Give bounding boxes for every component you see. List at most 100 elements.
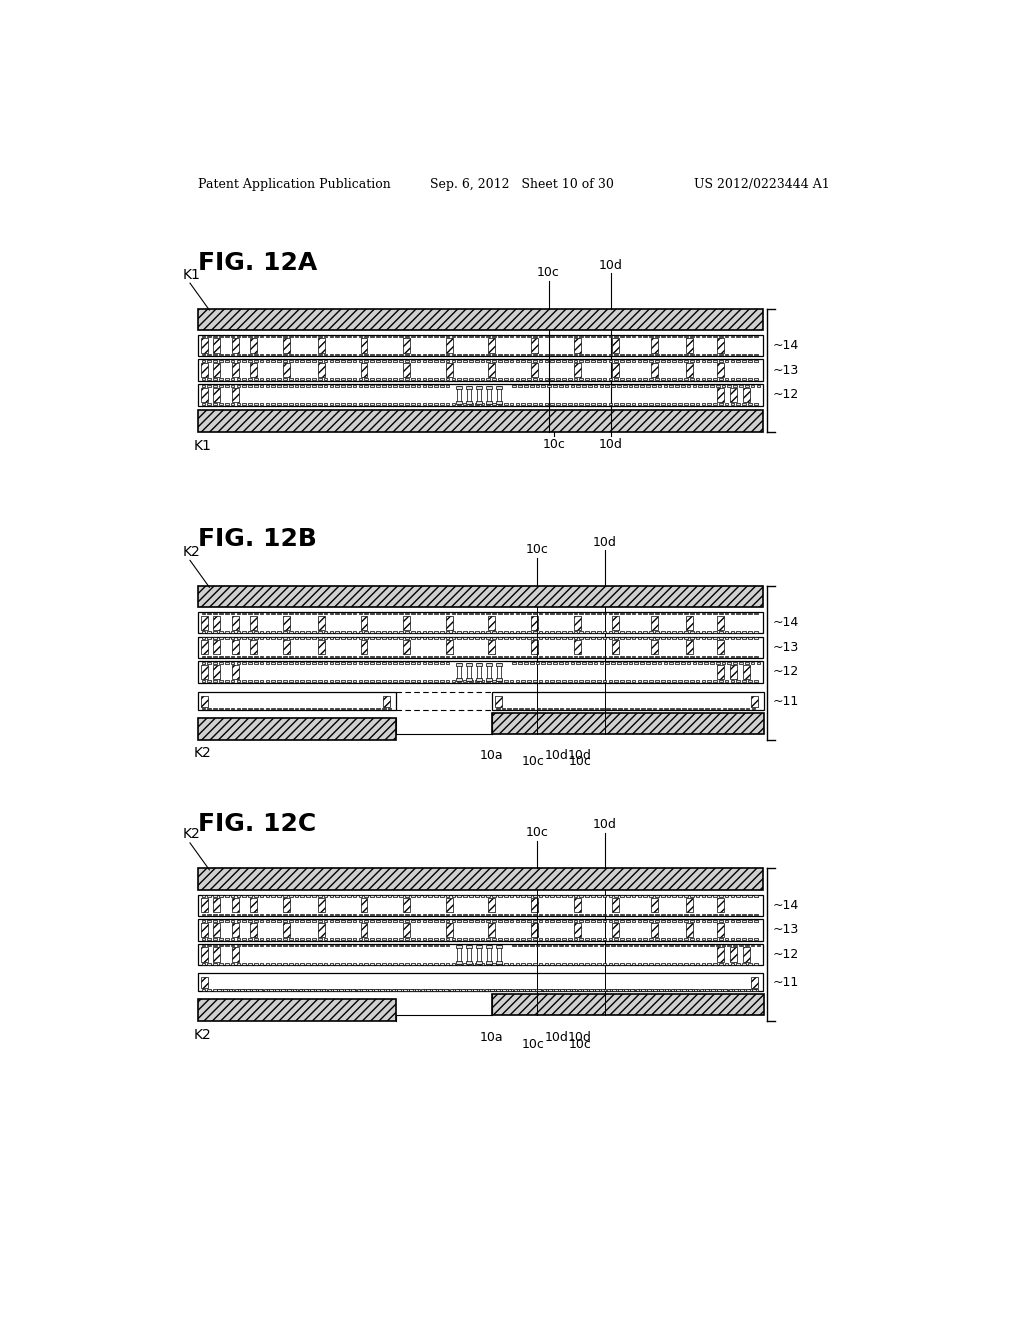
- Bar: [611, 663, 615, 664]
- Bar: [493, 939, 496, 940]
- Bar: [243, 895, 246, 898]
- Bar: [403, 615, 410, 630]
- Bar: [330, 354, 333, 355]
- Bar: [496, 678, 503, 681]
- Bar: [580, 360, 583, 362]
- Bar: [341, 913, 345, 915]
- Bar: [202, 989, 206, 990]
- Text: 10c: 10c: [537, 267, 560, 280]
- Text: 10a: 10a: [480, 1031, 504, 1044]
- Bar: [667, 680, 671, 682]
- Bar: [690, 939, 693, 940]
- Bar: [452, 895, 456, 898]
- Bar: [317, 680, 322, 682]
- Bar: [341, 360, 345, 362]
- Bar: [545, 680, 548, 682]
- Bar: [518, 385, 522, 387]
- Bar: [486, 913, 490, 915]
- Bar: [510, 656, 513, 657]
- Bar: [621, 895, 624, 898]
- Bar: [600, 708, 604, 709]
- Bar: [673, 354, 676, 355]
- Bar: [230, 708, 234, 709]
- Bar: [475, 656, 478, 657]
- Text: 10c: 10c: [568, 1038, 591, 1051]
- Bar: [496, 961, 503, 964]
- Bar: [219, 680, 223, 682]
- Bar: [608, 354, 612, 355]
- Bar: [498, 945, 501, 964]
- Bar: [376, 360, 380, 362]
- Bar: [733, 945, 737, 946]
- Bar: [655, 989, 658, 990]
- Bar: [399, 335, 403, 338]
- Bar: [686, 363, 693, 378]
- Bar: [675, 385, 679, 387]
- Bar: [371, 663, 374, 664]
- Bar: [428, 895, 432, 898]
- Bar: [586, 680, 589, 682]
- Bar: [673, 680, 676, 682]
- Bar: [445, 945, 450, 946]
- Bar: [568, 913, 571, 915]
- Bar: [252, 989, 256, 990]
- Bar: [624, 708, 628, 709]
- Bar: [532, 612, 537, 615]
- Bar: [213, 708, 217, 709]
- Bar: [591, 989, 595, 990]
- Bar: [710, 385, 714, 387]
- Bar: [417, 656, 421, 657]
- Bar: [341, 656, 345, 657]
- Bar: [651, 898, 658, 912]
- Bar: [651, 615, 658, 630]
- Bar: [717, 989, 721, 990]
- Bar: [725, 379, 728, 380]
- Bar: [730, 665, 737, 678]
- Bar: [201, 615, 208, 630]
- Bar: [456, 385, 462, 388]
- Bar: [655, 403, 658, 405]
- Bar: [621, 638, 624, 639]
- Bar: [527, 631, 530, 632]
- Bar: [515, 360, 519, 362]
- Bar: [417, 631, 421, 632]
- Bar: [219, 920, 223, 921]
- Bar: [673, 379, 676, 380]
- Bar: [467, 989, 471, 990]
- Bar: [556, 962, 560, 965]
- Bar: [736, 612, 740, 615]
- Bar: [531, 989, 535, 990]
- Bar: [376, 663, 380, 664]
- Bar: [198, 895, 764, 916]
- Bar: [701, 895, 706, 898]
- Bar: [658, 708, 663, 709]
- Bar: [687, 385, 690, 387]
- Bar: [660, 920, 665, 921]
- Bar: [423, 354, 426, 355]
- Bar: [647, 708, 650, 709]
- Bar: [428, 913, 432, 915]
- Bar: [527, 354, 530, 355]
- Bar: [487, 385, 492, 404]
- Bar: [445, 360, 450, 362]
- Bar: [463, 680, 467, 682]
- Bar: [655, 895, 658, 898]
- Bar: [568, 612, 571, 615]
- Bar: [458, 939, 461, 940]
- Bar: [411, 913, 415, 915]
- Bar: [521, 913, 525, 915]
- Bar: [748, 403, 752, 405]
- Bar: [480, 335, 484, 338]
- Bar: [347, 638, 350, 639]
- Bar: [486, 939, 490, 940]
- Bar: [324, 913, 328, 915]
- Bar: [603, 631, 606, 632]
- Bar: [730, 335, 734, 338]
- Bar: [597, 638, 601, 639]
- Bar: [300, 663, 304, 664]
- Bar: [208, 638, 211, 639]
- Bar: [527, 989, 530, 990]
- Bar: [539, 335, 543, 338]
- Bar: [748, 920, 752, 921]
- Bar: [406, 403, 409, 405]
